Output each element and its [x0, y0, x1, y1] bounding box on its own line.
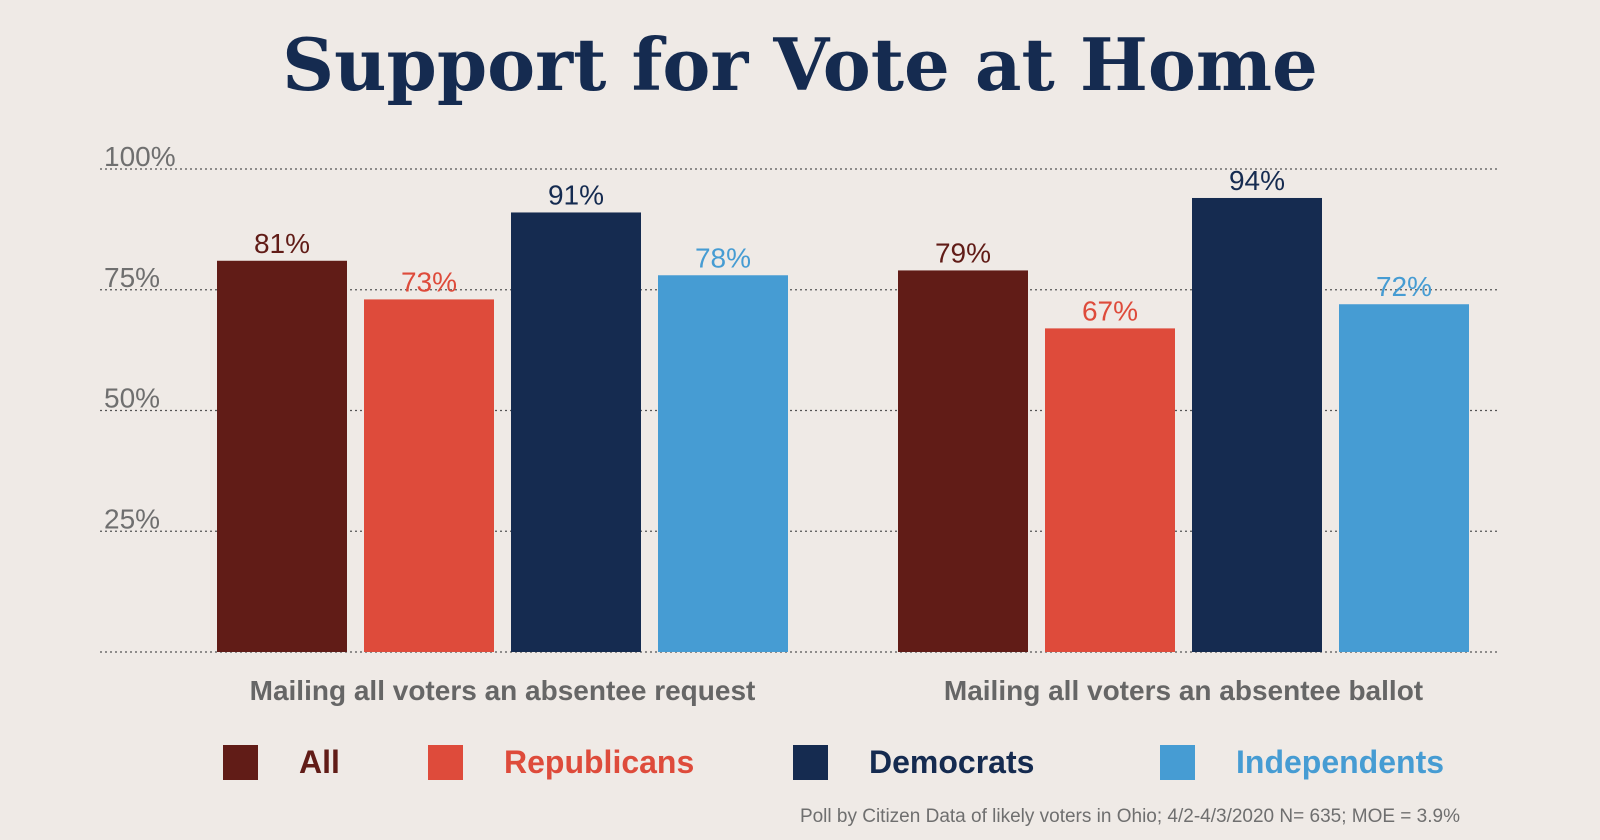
category-labels: Mailing all voters an absentee request Ma… — [250, 675, 1423, 706]
value-label: 81% — [254, 228, 310, 259]
y-tick-label: 75% — [104, 262, 160, 293]
value-label: 94% — [1229, 165, 1285, 196]
bar-independents-1 — [658, 275, 788, 652]
y-tick-label: 100% — [104, 141, 176, 172]
legend-label: Republicans — [504, 744, 694, 780]
bar-all-2 — [898, 270, 1028, 652]
legend-label: Independents — [1236, 744, 1444, 780]
category-label: Mailing all voters an absentee request — [250, 675, 756, 706]
value-label: 78% — [695, 242, 751, 273]
legend: All Republicans Democrats Independents — [223, 744, 1444, 780]
bar-republicans-1 — [364, 299, 494, 652]
value-label: 73% — [401, 266, 457, 297]
legend-swatch — [793, 745, 828, 780]
legend-swatch — [1160, 745, 1195, 780]
y-tick-label: 50% — [104, 383, 160, 414]
category-label: Mailing all voters an absentee ballot — [944, 675, 1423, 706]
y-tick-label: 25% — [104, 503, 160, 534]
legend-swatch — [428, 745, 463, 780]
legend-item-democrats: Democrats — [793, 744, 1034, 780]
legend-item-all: All — [223, 744, 340, 780]
y-axis-ticks: 100% 75% 50% 25% — [104, 141, 176, 534]
legend-item-independents: Independents — [1160, 744, 1444, 780]
value-label: 79% — [935, 237, 991, 268]
bar-all-1 — [217, 260, 347, 652]
legend-label: Democrats — [869, 744, 1034, 780]
bar-republicans-2 — [1045, 328, 1175, 652]
legend-label: All — [299, 744, 340, 780]
legend-item-republicans: Republicans — [428, 744, 694, 780]
source-note: Poll by Citizen Data of likely voters in… — [800, 806, 1460, 827]
legend-swatch — [223, 745, 258, 780]
bar-independents-2 — [1339, 304, 1469, 652]
value-label: 91% — [548, 179, 604, 210]
value-label: 72% — [1376, 271, 1432, 302]
bar-democrats-2 — [1192, 197, 1322, 653]
bars — [217, 197, 1469, 653]
chart-title: Support for Vote at Home — [282, 22, 1318, 107]
value-label: 67% — [1082, 295, 1138, 326]
value-labels: 81% 73% 91% 78% 79% 67% 94% 72% — [254, 165, 1432, 326]
bar-democrats-1 — [511, 212, 641, 652]
